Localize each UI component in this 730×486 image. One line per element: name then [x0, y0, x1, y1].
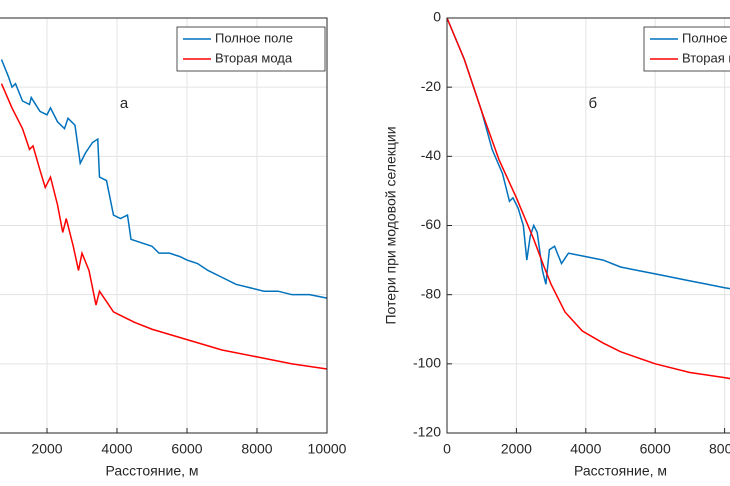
legend-label: Вторая мода — [215, 50, 293, 65]
annotation: а — [120, 95, 129, 112]
x-tick-label: 2000 — [501, 441, 532, 457]
legend-label: Вторая мода — [682, 50, 730, 65]
x-tick-label: 8000 — [241, 441, 272, 457]
y-tick-label: -120 — [413, 424, 441, 440]
x-tick-label: 6000 — [171, 441, 202, 457]
legend-label: Полное поле — [215, 30, 293, 45]
x-tick-label: 10000 — [308, 441, 347, 457]
x-tick-label: 4000 — [101, 441, 132, 457]
series-line — [0, 59, 328, 299]
x-tick-label: 6000 — [640, 441, 671, 457]
y-axis-label: Потери при модовой селекции — [383, 126, 399, 324]
x-axis-label: Расстояние, м — [574, 463, 667, 479]
x-tick-label: 4000 — [570, 441, 601, 457]
legend-box — [643, 26, 730, 72]
axes-box — [446, 17, 730, 434]
series-line — [0, 83, 328, 370]
series-line — [446, 17, 730, 290]
y-tick-label: -20 — [421, 78, 441, 94]
legend-label: Полное поле — [682, 30, 730, 45]
series-line — [446, 17, 730, 380]
x-axis-label: Расстояние, м — [105, 463, 198, 479]
x-tick-label: 0 — [443, 441, 451, 457]
y-tick-label: -100 — [413, 355, 441, 371]
x-tick-label: 8000 — [709, 441, 730, 457]
axes-box — [0, 17, 328, 434]
legend-box — [176, 26, 326, 72]
y-tick-label: 0 — [433, 9, 441, 25]
annotation: б — [588, 95, 597, 112]
x-tick-label: 2000 — [31, 441, 62, 457]
y-tick-label: -60 — [421, 216, 441, 232]
y-tick-label: -80 — [421, 285, 441, 301]
y-tick-label: -40 — [421, 147, 441, 163]
